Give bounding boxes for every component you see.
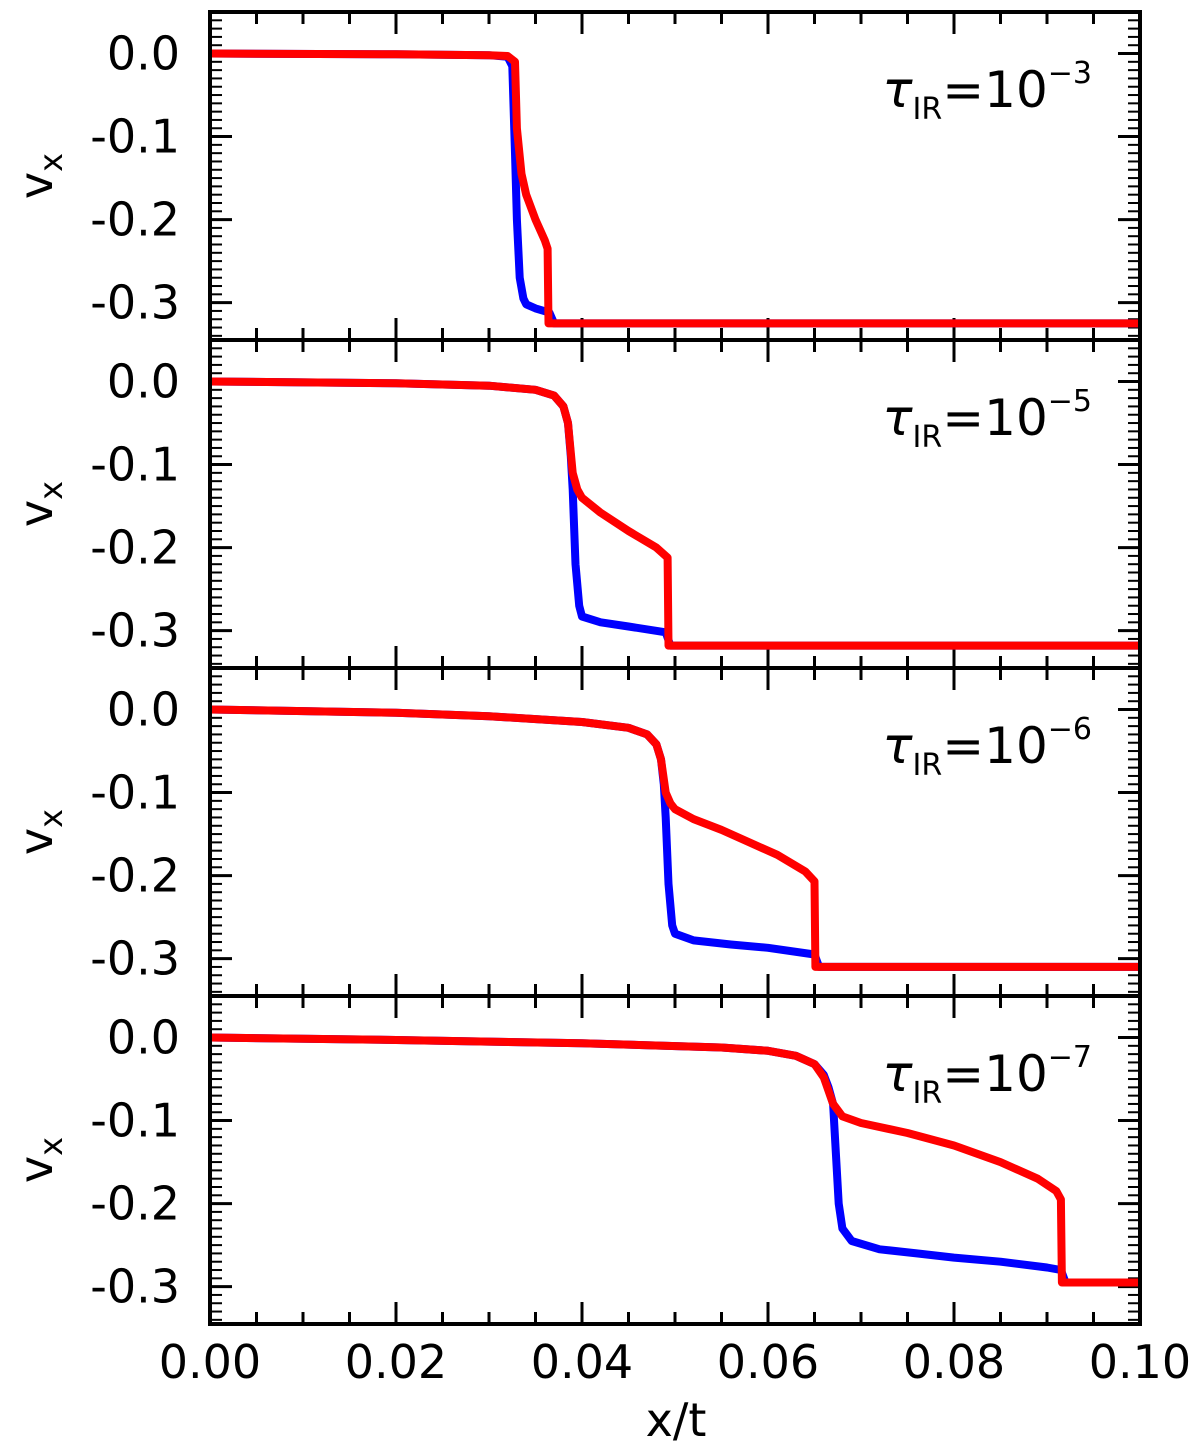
y-axis-label: vx	[9, 153, 70, 199]
x-tick-label: 0.04	[531, 1335, 633, 1389]
panels: 0.0 -0.1 -0.2 -0.3 vx τIR=10−3 0.0 -0.1 -0.2 -0.3…	[9, 10, 1191, 1389]
y-axis-label: vx	[9, 1137, 70, 1183]
x-tick-label: 0.08	[903, 1335, 1005, 1389]
panel-annotation: τIR=10−7	[882, 1040, 1092, 1111]
panel-3: 0.0 -0.1 -0.2 -0.3 vx τIR=10−6	[9, 666, 1142, 998]
y-tick-label: -0.2	[90, 193, 180, 247]
y-tick-label: -0.3	[90, 932, 180, 986]
x-tick-label: 0.06	[717, 1335, 819, 1389]
panel-annotation: τIR=10−5	[882, 384, 1092, 455]
panel-annotation: τIR=10−3	[882, 56, 1092, 127]
y-tick-label: -0.3	[90, 276, 180, 330]
panel-frame	[208, 994, 1142, 1326]
y-tick-label: -0.3	[90, 604, 180, 658]
y-tick-label: 0.0	[107, 1011, 180, 1065]
y-tick-label: -0.1	[90, 1094, 180, 1148]
y-tick-label: -0.2	[90, 521, 180, 575]
series-line-2	[209, 377, 1140, 650]
y-tick-label: 0.0	[107, 27, 180, 81]
y-tick-label: -0.3	[90, 1260, 180, 1314]
x-axis-label: x/t	[646, 1393, 707, 1442]
y-tick-label: -0.2	[90, 849, 180, 903]
y-tick-label: -0.1	[90, 766, 180, 820]
panel-2: 0.0 -0.1 -0.2 -0.3 vx τIR=10−5	[9, 338, 1142, 670]
y-axis-label: vx	[9, 809, 70, 855]
series-line-2	[209, 705, 1140, 971]
series-line-2	[209, 49, 1140, 328]
y-tick-label: -0.1	[90, 110, 180, 164]
y-tick-label: -0.2	[90, 1177, 180, 1231]
panel-4: 0.0 -0.1 -0.2 -0.3 vx τIR=10−7 0.00 0.02 0.04 0.0…	[9, 994, 1191, 1389]
y-axis-label: vx	[9, 481, 70, 527]
x-tick-label: 0.00	[159, 1335, 261, 1389]
y-tick-label: -0.1	[90, 438, 180, 492]
series-line-2	[209, 1033, 1140, 1287]
y-tick-label: 0.0	[107, 683, 180, 737]
panel-annotation: τIR=10−6	[882, 712, 1092, 783]
y-tick-label: 0.0	[107, 355, 180, 409]
x-tick-label: 0.02	[345, 1335, 447, 1389]
x-tick-label: 0.10	[1089, 1335, 1191, 1389]
panel-1: 0.0 -0.1 -0.2 -0.3 vx τIR=10−3	[9, 10, 1142, 342]
